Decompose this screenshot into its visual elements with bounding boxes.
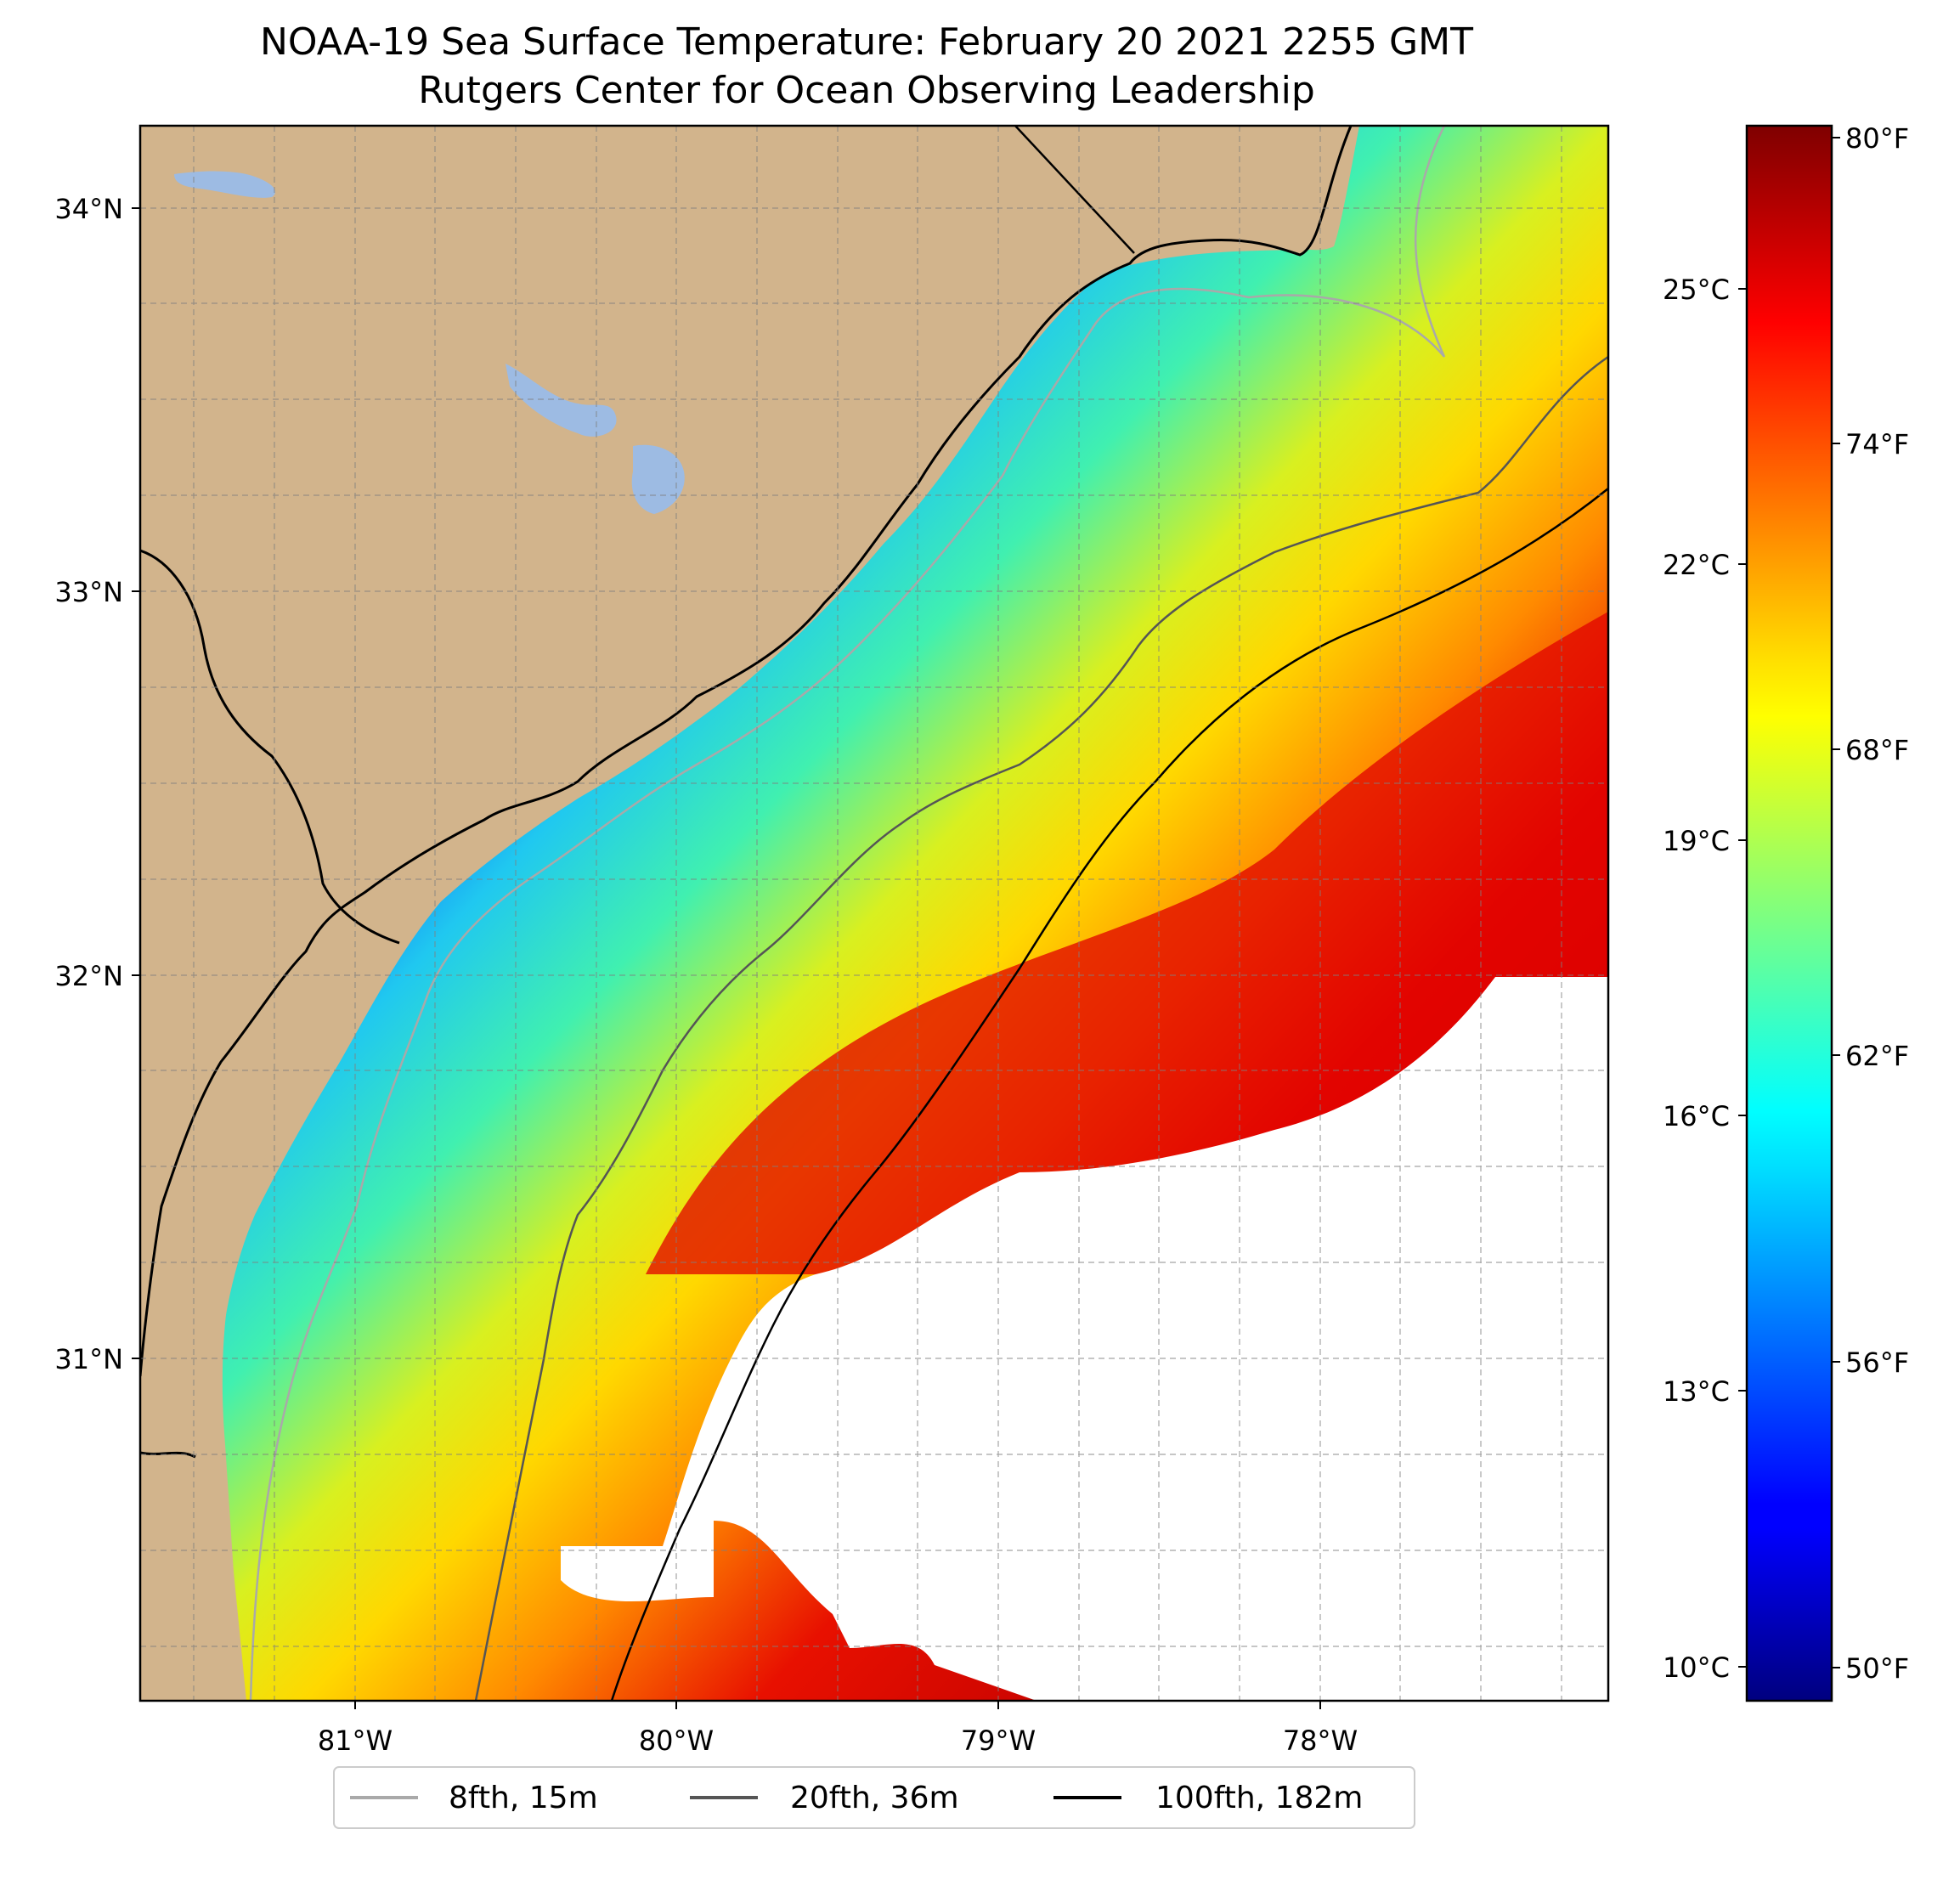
map-panel [140,126,1608,1701]
lake-marion-shape [506,364,617,437]
graticule [140,126,1608,1701]
isobath-8fth [249,126,1446,1701]
map-title-line2: Rutgers Center for Ocean Observing Leade… [418,69,1315,112]
lake-moultrie-shape [631,444,685,514]
small-lake-shape [174,171,275,198]
colorbar-fahrenheit-56: 56°F [1845,1346,1909,1379]
map-title-line1: NOAA-19 Sea Surface Temperature: Februar… [260,20,1473,64]
legend-item-8fth: 8fth, 15m [350,1781,598,1815]
lat-label-32n: 32°N [54,960,123,992]
colorbar-celsius-22: 22°C [1663,549,1730,581]
legend-label-100fth: 100fth, 182m [1155,1781,1363,1815]
colorbar-celsius-19: 19°C [1663,825,1730,857]
state-border-nc-sc [1014,126,1135,254]
colorbar-fahrenheit-50: 50°F [1845,1652,1909,1685]
colorbar-celsius-10: 10°C [1663,1651,1730,1684]
lat-label-31n: 31°N [54,1343,123,1375]
lat-label-33n: 33°N [54,576,123,608]
colorbar-gradient [1745,124,1833,1702]
state-border-ga-fl [140,1451,196,1459]
isobath-20fth [474,355,1608,1701]
lon-axis [354,1701,1321,1709]
coastline [140,126,1353,1377]
colorbar-celsius-16: 16°C [1663,1100,1730,1132]
lon-label-79w: 79°W [961,1725,1036,1757]
colorbar-fahrenheit-80: 80°F [1845,122,1909,155]
lon-label-78w: 78°W [1283,1725,1358,1757]
colorbar-celsius-25: 25°C [1663,274,1730,306]
cloud-mask-region [561,977,1608,1701]
colorbar-fahrenheit-62: 62°F [1845,1040,1909,1072]
legend-item-20fth: 20fth, 36m [690,1781,959,1815]
legend-label-8fth: 8fth, 15m [449,1781,598,1815]
lat-label-34n: 34°N [54,193,123,225]
colorbar-fahrenheit-68: 68°F [1845,734,1909,766]
colorbar-celsius-13: 13°C [1663,1375,1730,1408]
lon-label-81w: 81°W [318,1725,393,1757]
legend-box [333,1766,1415,1829]
lon-label-80w: 80°W [639,1725,714,1757]
lat-axis [132,207,140,1359]
isobath-100fth [610,488,1608,1701]
land-fill-west [140,126,1351,1701]
legend-label-20fth: 20fth, 36m [790,1781,959,1815]
colorbar-fahrenheit-74: 74°F [1845,428,1909,460]
map-frame [138,124,1610,1702]
state-border-sc-ga [140,549,400,945]
colorbar-ticks [1738,137,1840,1668]
legend-item-100fth: 100fth, 182m [1053,1781,1363,1815]
